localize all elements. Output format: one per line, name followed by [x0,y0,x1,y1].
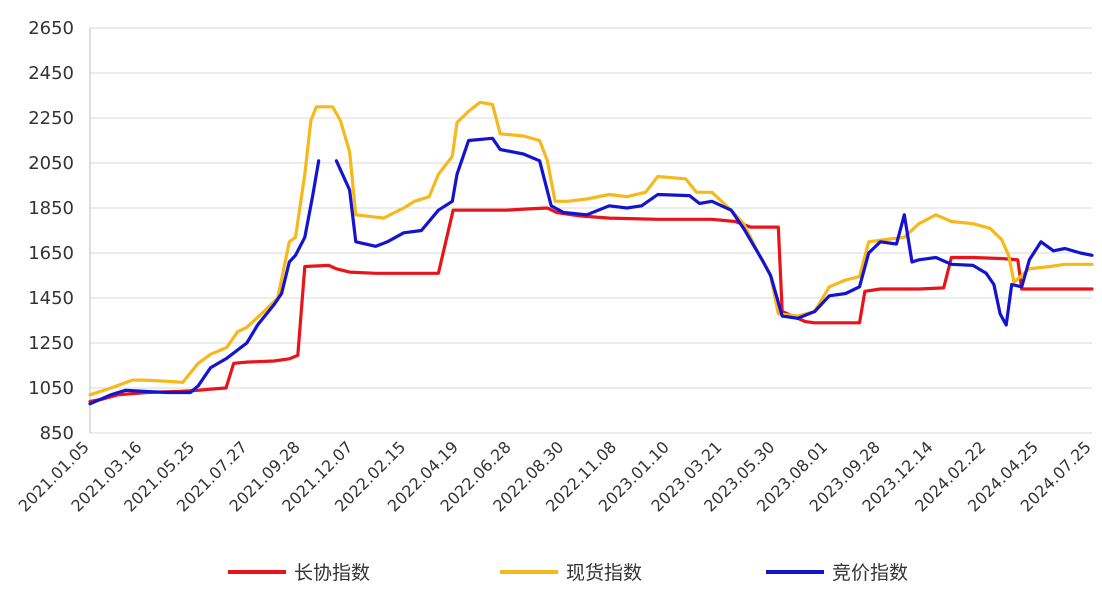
grid-layer [90,27,1092,434]
series-line-3 [334,136,1094,327]
y-tick-label: 1650 [28,243,74,264]
y-tick-label: 1450 [28,288,74,309]
series-line-2 [88,100,1094,397]
series-line-3 [88,159,321,406]
axis-layer: 8501050125014501650185020502250245026502… [15,18,1095,516]
y-tick-label: 1250 [28,333,74,354]
legend-label: 长协指数 [294,562,370,584]
legend-label: 现货指数 [566,562,642,584]
series-line-1 [88,206,1094,404]
y-tick-label: 2650 [28,18,74,39]
series-layer [88,100,1094,406]
y-tick-label: 2450 [28,63,74,84]
y-tick-label: 1050 [28,378,74,399]
legend: 长协指数 现货指数 竞价指数 [228,562,908,584]
legend-label: 竞价指数 [832,562,908,584]
y-tick-label: 2050 [28,153,74,174]
y-tick-label: 850 [40,423,74,444]
y-tick-label: 1850 [28,198,74,219]
y-tick-label: 2250 [28,108,74,129]
